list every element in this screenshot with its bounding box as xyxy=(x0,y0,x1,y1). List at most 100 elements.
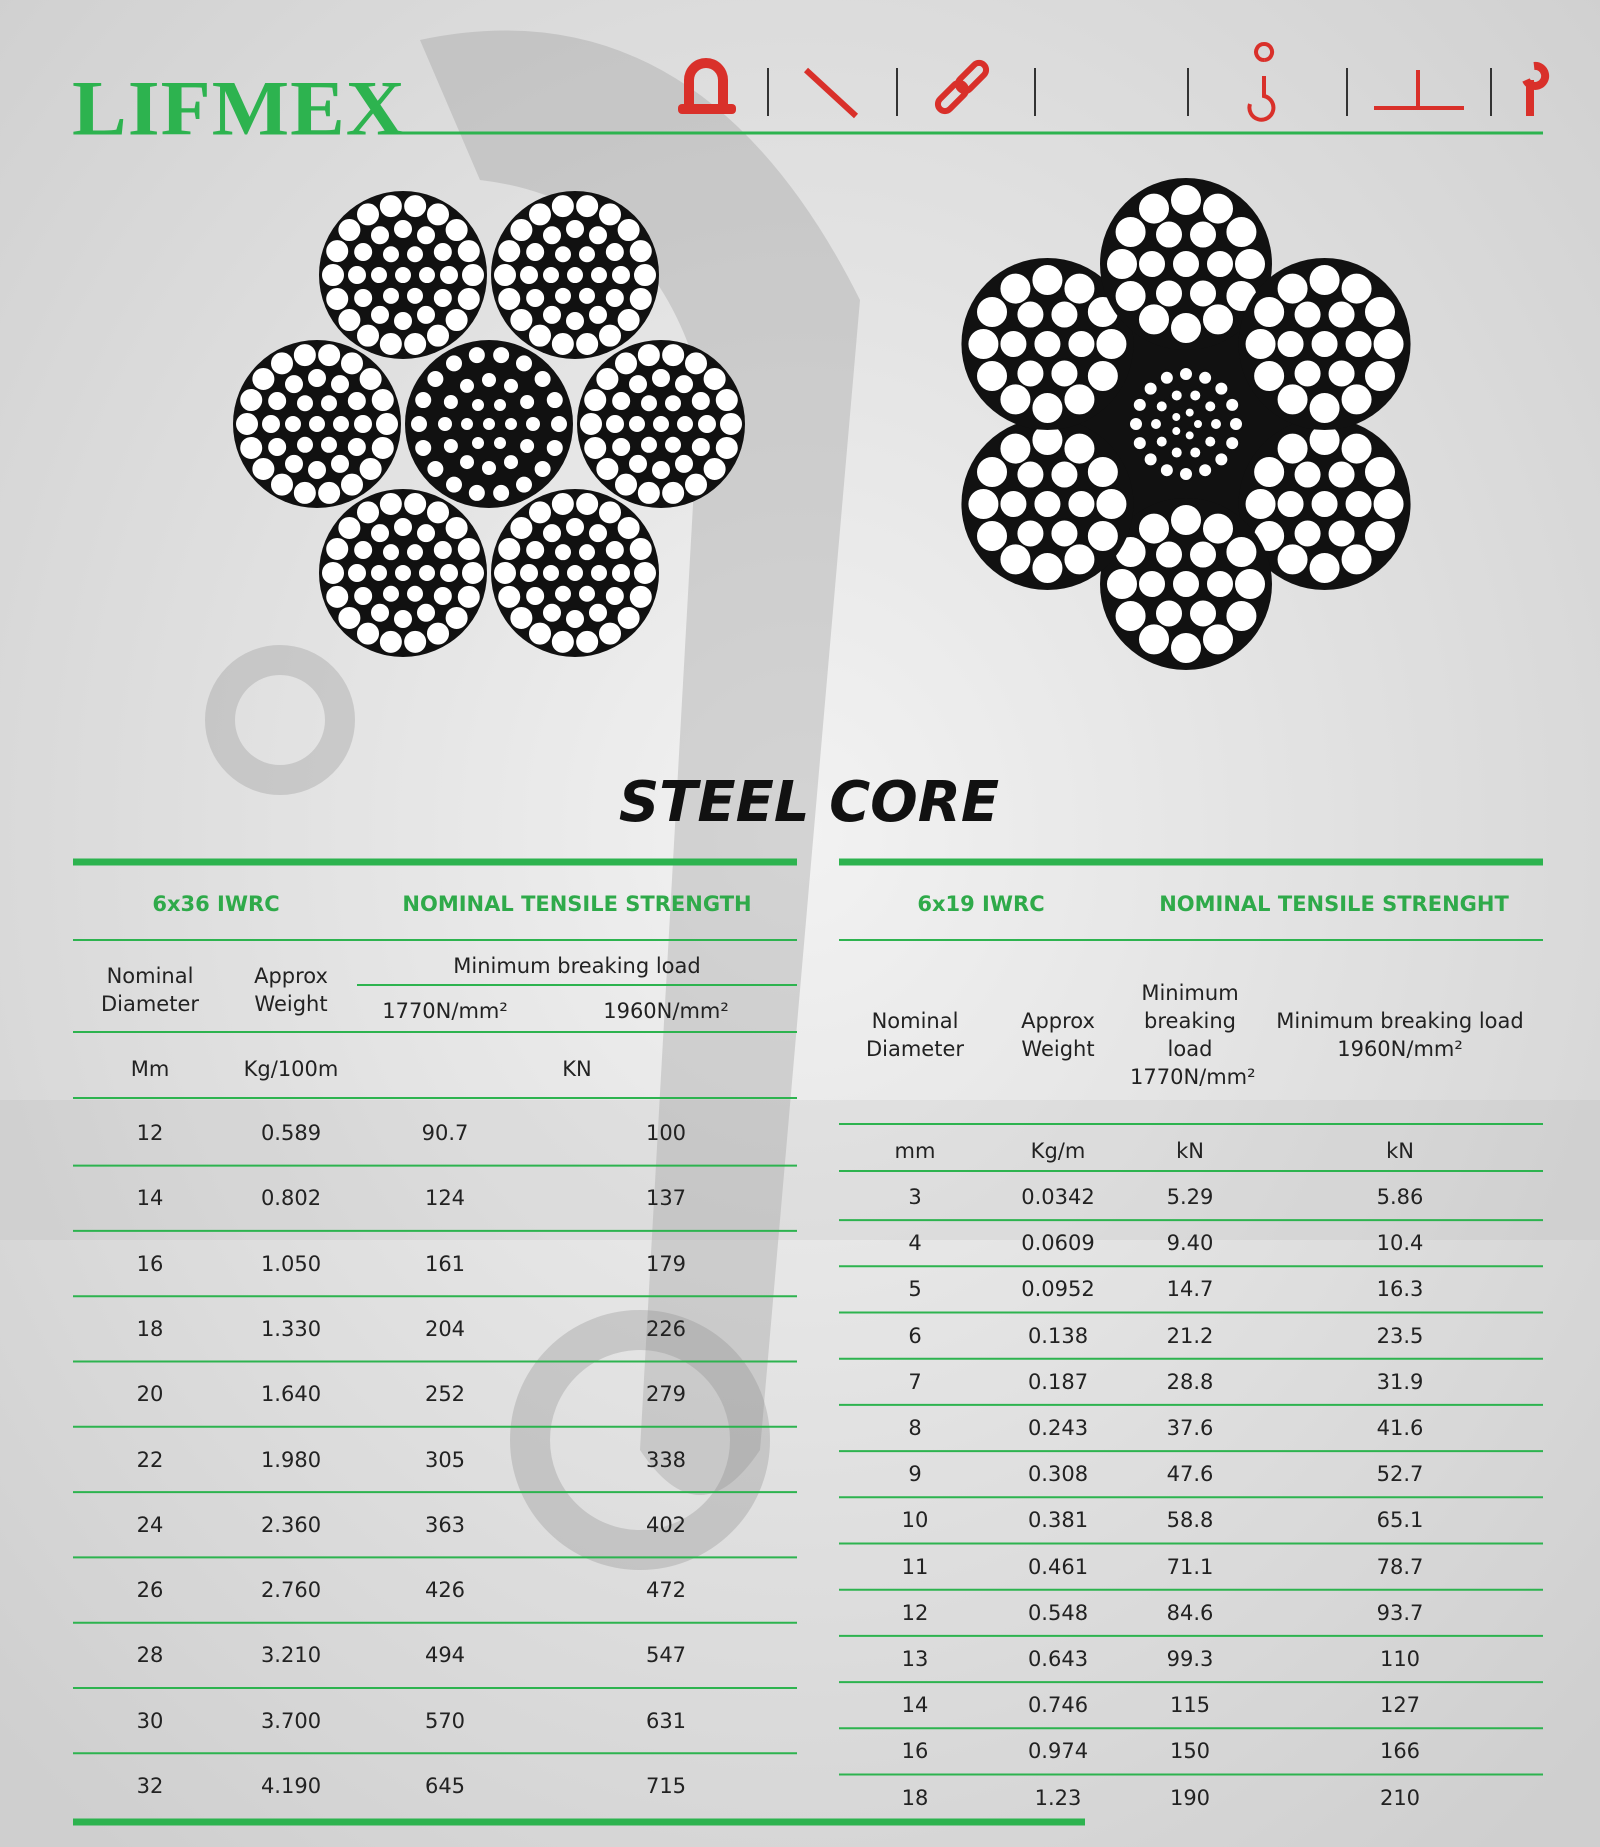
table-cell: 0.187 xyxy=(1027,1369,1089,1394)
wire xyxy=(413,390,434,411)
wire xyxy=(650,367,672,389)
wire xyxy=(1066,489,1097,519)
wire xyxy=(541,601,563,624)
wire xyxy=(1062,382,1097,417)
table-cell: 8 xyxy=(908,1416,922,1440)
table-cell: 7 xyxy=(908,1369,922,1394)
wire xyxy=(307,414,327,434)
wire xyxy=(1339,542,1374,577)
wire xyxy=(459,416,475,432)
wire xyxy=(492,396,508,413)
wire xyxy=(577,583,597,604)
wire xyxy=(1201,191,1235,226)
wire xyxy=(1275,542,1310,577)
wire xyxy=(329,452,351,475)
table-cell: 137 xyxy=(645,1186,687,1211)
wire xyxy=(1371,487,1406,521)
wire xyxy=(1275,382,1310,417)
wire xyxy=(431,584,454,607)
column-header: Approx Weight xyxy=(254,964,328,1016)
wire xyxy=(577,244,597,265)
column-header: Nominal Diameter xyxy=(865,1009,965,1061)
wire xyxy=(238,387,265,414)
wire xyxy=(444,353,464,374)
wire xyxy=(508,514,535,541)
wire xyxy=(443,307,470,334)
wire xyxy=(1252,295,1287,329)
wire xyxy=(1170,410,1183,423)
wire xyxy=(425,201,451,228)
wire xyxy=(615,217,642,244)
wire xyxy=(1228,416,1244,432)
table-cell: 0.548 xyxy=(1027,1600,1089,1625)
wire xyxy=(316,479,343,506)
wire xyxy=(405,244,425,265)
wire xyxy=(283,373,305,396)
table-cell: 23.5 xyxy=(1376,1323,1424,1348)
wire xyxy=(381,583,401,604)
wire xyxy=(1062,542,1097,577)
wire xyxy=(1062,271,1097,306)
wire xyxy=(374,411,400,437)
table-cell: 16 xyxy=(136,1251,164,1276)
wire xyxy=(441,393,460,411)
wire xyxy=(514,474,534,495)
unit-label: Kg/100m xyxy=(243,1057,339,1081)
wire xyxy=(392,310,414,333)
table-cell: 28.8 xyxy=(1166,1369,1214,1394)
wire xyxy=(1142,380,1159,397)
wire xyxy=(632,262,658,289)
wire xyxy=(532,458,553,479)
wire xyxy=(402,491,429,518)
wire xyxy=(508,217,535,244)
table-cell: 32 xyxy=(136,1774,164,1798)
wire xyxy=(541,303,563,326)
wire xyxy=(425,322,451,349)
wire xyxy=(1275,489,1306,519)
table-cell: 0.589 xyxy=(260,1121,322,1145)
table-cell: 0.381 xyxy=(1027,1508,1089,1533)
table-cell: 0.0609 xyxy=(1021,1231,1095,1256)
wire xyxy=(553,583,573,604)
wire xyxy=(1030,263,1065,297)
wire xyxy=(346,264,368,287)
table-cell: 3 xyxy=(908,1185,922,1209)
wire xyxy=(357,366,384,393)
wire xyxy=(339,350,365,377)
wire xyxy=(966,487,1001,521)
table-cell: 4 xyxy=(908,1231,922,1256)
wire xyxy=(577,542,597,563)
wire xyxy=(1213,380,1230,397)
table-cell: 715 xyxy=(645,1774,687,1798)
column-header: Minimum breaking load 1960N/mm² xyxy=(1276,1009,1524,1061)
wire xyxy=(352,538,375,561)
wire xyxy=(331,414,351,434)
wire xyxy=(438,264,460,287)
wire xyxy=(1154,219,1184,250)
wire xyxy=(718,411,744,437)
wire xyxy=(1062,431,1097,466)
wire xyxy=(1307,391,1342,425)
table-cell: 100 xyxy=(645,1121,687,1145)
table-cell: 402 xyxy=(645,1512,687,1537)
wire xyxy=(553,285,573,306)
wire xyxy=(660,479,687,506)
wire xyxy=(369,387,396,414)
wire xyxy=(635,479,662,506)
wire xyxy=(1137,622,1171,657)
wire xyxy=(1154,399,1169,414)
wire xyxy=(549,414,569,434)
wire xyxy=(458,453,476,472)
unit-label: Kg/m xyxy=(1030,1139,1086,1163)
wire xyxy=(496,583,523,610)
wire xyxy=(415,303,437,326)
wire xyxy=(1188,278,1218,309)
wire xyxy=(1178,366,1194,382)
table-cell: 24 xyxy=(136,1512,164,1537)
wire xyxy=(1032,489,1063,519)
wire xyxy=(1243,487,1278,521)
table-cell: 5 xyxy=(908,1277,922,1302)
wire xyxy=(369,224,391,247)
